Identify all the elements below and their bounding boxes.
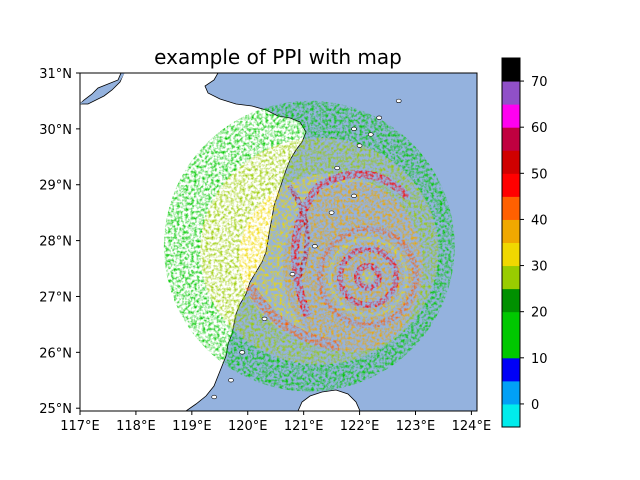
island [211, 394, 217, 400]
coastal-islands [211, 98, 402, 400]
spiral-band [353, 262, 382, 291]
colorbar-swatch [502, 380, 520, 405]
colorbar-swatch [502, 242, 520, 267]
colorbar-frame [501, 57, 521, 428]
island [312, 244, 318, 249]
y-tick: 29°N [39, 179, 80, 194]
island [239, 350, 245, 355]
y-axis: 25°N 26°N 27°N 28°N 29°N 30°N 31°N [39, 67, 80, 417]
colorbar-tick-label: 30 [531, 260, 548, 275]
island [356, 143, 363, 148]
y-tick: 28°N [39, 235, 80, 250]
y-tick-label: 26°N [39, 346, 72, 361]
colorbar-swatch [502, 104, 520, 128]
x-tick: 124°E [452, 411, 492, 434]
colorbar-tick: 50 [520, 167, 548, 182]
colorbar-swatch [502, 403, 520, 428]
spiral-band [327, 236, 408, 317]
typhoon-spiral-bands [316, 225, 419, 328]
taiwan-land [297, 389, 361, 411]
colorbar-tick: 70 [520, 75, 548, 90]
x-tick-label: 118°E [116, 419, 156, 434]
colorbar-tick-label: 50 [531, 167, 548, 182]
colorbar-tick-label: 20 [531, 306, 548, 321]
x-tick: 119°E [172, 411, 212, 434]
island [351, 126, 357, 131]
colorbar-swatch [502, 334, 520, 359]
colorbar-tick-label: 70 [531, 75, 548, 90]
colorbar-swatch [502, 150, 520, 174]
island [228, 378, 234, 383]
island [367, 132, 374, 137]
x-tick: 118°E [116, 411, 156, 434]
colorbar-tick-label: 0 [531, 398, 539, 413]
colorbar-swatch [502, 58, 520, 82]
y-tick: 30°N [39, 123, 80, 138]
colorbar-swatch [502, 196, 520, 220]
island [376, 115, 382, 120]
colorbar-tick: 60 [520, 121, 548, 136]
colorbar: 0 10 20 30 40 50 60 70 [501, 57, 548, 428]
y-tick-label: 28°N [39, 235, 72, 250]
spiral-band [336, 245, 399, 308]
rain-band-core [287, 184, 310, 278]
x-tick-label: 120°E [228, 419, 268, 434]
colorbar-swatch [502, 173, 520, 197]
colorbar-swatch [502, 288, 520, 313]
y-tick: 26°N [39, 346, 80, 361]
colorbar-tick: 20 [520, 306, 548, 321]
island [395, 98, 402, 104]
x-tick-label: 123°E [396, 419, 436, 434]
colorbar-tick-label: 40 [531, 213, 548, 228]
y-tick-label: 30°N [39, 123, 72, 138]
spiral-band [346, 255, 389, 298]
colorbar-tick: 40 [520, 213, 548, 228]
rain-band-south [244, 283, 341, 352]
island [261, 316, 268, 321]
chart-title: example of PPI with map [154, 45, 402, 69]
x-tick-label: 122°E [340, 419, 380, 434]
island [351, 193, 357, 199]
colorbar-tick-label: 60 [531, 121, 548, 136]
y-tick: 27°N [39, 290, 80, 305]
x-tick: 117°E [60, 411, 100, 434]
x-tick: 121°E [284, 411, 324, 434]
colorbar-swatch [502, 81, 520, 105]
yangtze-river [80, 73, 125, 105]
colorbar-tick: 30 [520, 260, 548, 275]
colorbar-swatch [502, 127, 520, 151]
colorbar-swatch [502, 219, 520, 243]
x-tick-label: 119°E [172, 419, 212, 434]
y-tick-label: 29°N [39, 179, 72, 194]
map-plot-area [80, 73, 477, 411]
y-tick: 31°N [39, 67, 80, 82]
y-tick-label: 25°N [39, 402, 72, 417]
colorbar-swatch [502, 311, 520, 336]
y-tick: 25°N [39, 402, 80, 417]
x-tick: 123°E [396, 411, 436, 434]
x-axis: 117°E 118°E 119°E 120°E 121°E 122°E 123°E 124°E [60, 411, 491, 434]
island [334, 165, 341, 171]
x-tick: 122°E [340, 411, 380, 434]
x-tick-label: 121°E [284, 419, 324, 434]
x-tick-label: 124°E [452, 419, 492, 434]
colorbar-tick: 0 [520, 398, 539, 413]
spiral-band [316, 225, 419, 328]
colorbar-swatch [502, 357, 520, 382]
x-tick-label: 117°E [60, 419, 100, 434]
rain-band-north [291, 170, 411, 319]
y-tick-label: 27°N [39, 290, 72, 305]
colorbar-tick-label: 10 [531, 352, 548, 367]
colorbar-swatch [502, 265, 520, 290]
radar-echo [163, 100, 455, 392]
island [289, 272, 296, 277]
y-tick-label: 31°N [39, 67, 72, 82]
island [328, 210, 335, 215]
x-tick: 120°E [228, 411, 268, 434]
plot-frame [79, 72, 478, 412]
typhoon-eye [361, 270, 374, 283]
colorbar-tick: 10 [520, 352, 548, 367]
